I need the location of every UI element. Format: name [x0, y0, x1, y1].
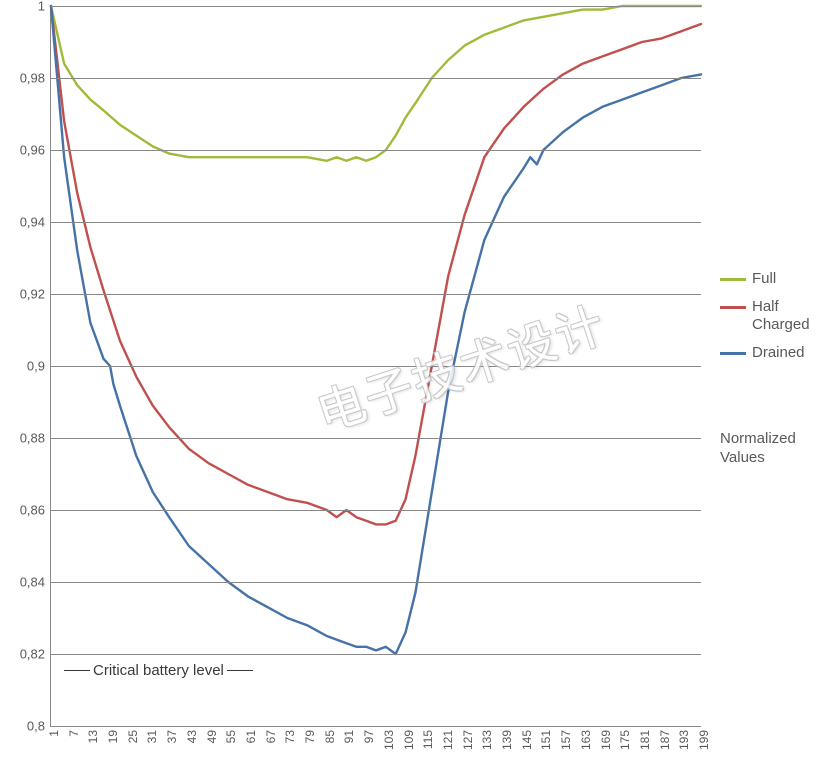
- gridline: [51, 222, 701, 223]
- x-tick-label: 37: [165, 730, 179, 743]
- y-tick-label: 0,94: [20, 215, 51, 230]
- legend-item: Full: [720, 270, 810, 288]
- gridline: [51, 510, 701, 511]
- x-tick-label: 199: [697, 730, 711, 750]
- y-tick-label: 0,86: [20, 503, 51, 518]
- x-tick-label: 79: [303, 730, 317, 743]
- critical-battery-label: Critical battery level: [93, 662, 224, 679]
- x-tick-label: 115: [421, 730, 435, 749]
- critical-battery-annotation: Critical battery level: [61, 662, 256, 679]
- legend-item: HalfCharged: [720, 298, 810, 334]
- x-tick-label: 73: [283, 730, 297, 743]
- series-line-full: [51, 6, 701, 161]
- series-line-drained: [51, 6, 701, 654]
- chart-container: 0,80,820,840,860,880,90,920,940,960,9811…: [0, 0, 820, 771]
- series-line-half-charged: [51, 6, 701, 524]
- y-tick-label: 0,96: [20, 143, 51, 158]
- gridline: [51, 726, 701, 727]
- x-tick-label: 187: [658, 730, 672, 750]
- x-tick-label: 13: [86, 730, 100, 743]
- legend-swatch: [720, 306, 746, 309]
- gridline: [51, 366, 701, 367]
- x-tick-label: 139: [500, 730, 514, 750]
- y-tick-label: 1: [38, 0, 51, 14]
- gridline: [51, 78, 701, 79]
- x-tick-label: 169: [599, 730, 613, 750]
- x-tick-label: 67: [264, 730, 278, 743]
- x-tick-label: 19: [106, 730, 120, 743]
- gridline: [51, 654, 701, 655]
- y-tick-label: 0,88: [20, 431, 51, 446]
- x-tick-label: 91: [342, 730, 356, 743]
- x-tick-label: 103: [382, 730, 396, 750]
- gridline: [51, 150, 701, 151]
- y-tick-label: 0,9: [27, 359, 51, 374]
- x-tick-label: 127: [461, 730, 475, 750]
- x-tick-label: 85: [323, 730, 337, 743]
- x-tick-label: 49: [205, 730, 219, 743]
- x-tick-label: 133: [480, 730, 494, 750]
- x-tick-label: 151: [539, 730, 553, 750]
- legend: Full HalfCharged Drained: [720, 270, 810, 372]
- x-tick-label: 121: [441, 730, 455, 750]
- gridline: [51, 294, 701, 295]
- gridline: [51, 6, 701, 7]
- gridline: [51, 438, 701, 439]
- legend-label: Drained: [752, 344, 805, 362]
- x-tick-label: 31: [145, 730, 159, 743]
- annotation-dash: [227, 670, 253, 671]
- x-tick-label: 97: [362, 730, 376, 743]
- normalized-values-label: NormalizedValues: [720, 430, 796, 468]
- x-tick-label: 1: [47, 730, 61, 737]
- gridline: [51, 582, 701, 583]
- x-tick-label: 175: [618, 730, 632, 750]
- y-tick-label: 0,98: [20, 71, 51, 86]
- plot-area: 0,80,820,840,860,880,90,920,940,960,9811…: [50, 6, 701, 727]
- x-tick-label: 145: [520, 730, 534, 750]
- x-tick-label: 193: [677, 730, 691, 750]
- x-tick-label: 55: [224, 730, 238, 743]
- x-tick-label: 157: [559, 730, 573, 750]
- legend-swatch: [720, 278, 746, 281]
- x-tick-label: 109: [402, 730, 416, 750]
- y-tick-label: 0,82: [20, 647, 51, 662]
- x-tick-label: 25: [126, 730, 140, 743]
- y-tick-label: 0,84: [20, 575, 51, 590]
- y-tick-label: 0,92: [20, 287, 51, 302]
- legend-label: HalfCharged: [752, 298, 810, 334]
- legend-item: Drained: [720, 344, 810, 362]
- x-tick-label: 7: [67, 730, 81, 737]
- annotation-dash: [64, 670, 90, 671]
- x-tick-label: 61: [244, 730, 258, 743]
- legend-swatch: [720, 352, 746, 355]
- x-tick-label: 163: [579, 730, 593, 750]
- x-tick-label: 43: [185, 730, 199, 743]
- x-tick-label: 181: [638, 730, 652, 750]
- legend-label: Full: [752, 270, 776, 288]
